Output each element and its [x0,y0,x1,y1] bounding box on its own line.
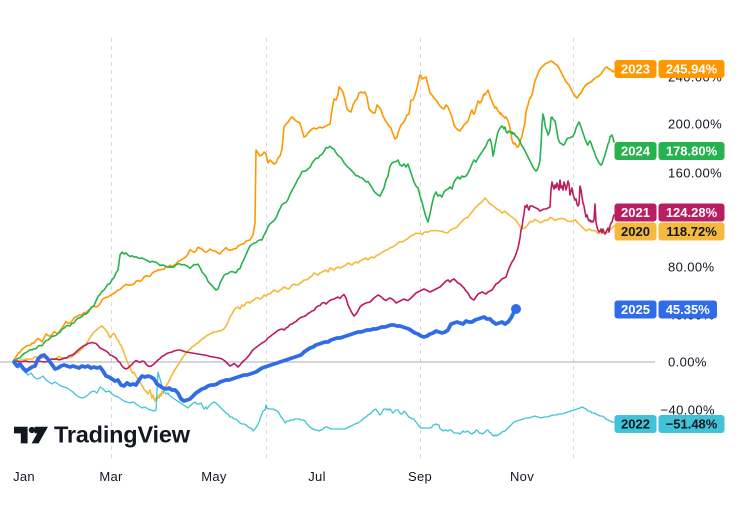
svg-text:−40.00%: −40.00% [661,403,716,418]
svg-text:200.00%: 200.00% [668,117,722,132]
svg-text:160.00%: 160.00% [668,166,722,181]
svg-text:2020: 2020 [621,224,650,239]
svg-text:118.72%: 118.72% [666,224,717,239]
svg-text:80.00%: 80.00% [668,260,715,275]
svg-text:Nov: Nov [510,469,534,484]
svg-text:Mar: Mar [99,469,123,484]
svg-text:2024: 2024 [621,144,651,159]
svg-text:Sep: Sep [408,469,432,484]
svg-text:May: May [201,469,227,484]
svg-text:2022: 2022 [621,417,650,432]
svg-text:2025: 2025 [621,302,650,317]
svg-text:2023: 2023 [621,62,650,77]
svg-text:0.00%: 0.00% [668,355,707,370]
svg-text:Jul: Jul [308,469,326,484]
svg-text:124.28%: 124.28% [666,205,718,220]
svg-text:2021: 2021 [621,205,650,220]
svg-text:245.94%: 245.94% [666,62,718,77]
svg-text:45.35%: 45.35% [666,302,711,317]
svg-text:TradingView: TradingView [54,422,191,448]
svg-text:178.80%: 178.80% [666,144,718,159]
svg-text:Jan: Jan [13,469,35,484]
svg-text:−51.48%: −51.48% [666,417,718,432]
